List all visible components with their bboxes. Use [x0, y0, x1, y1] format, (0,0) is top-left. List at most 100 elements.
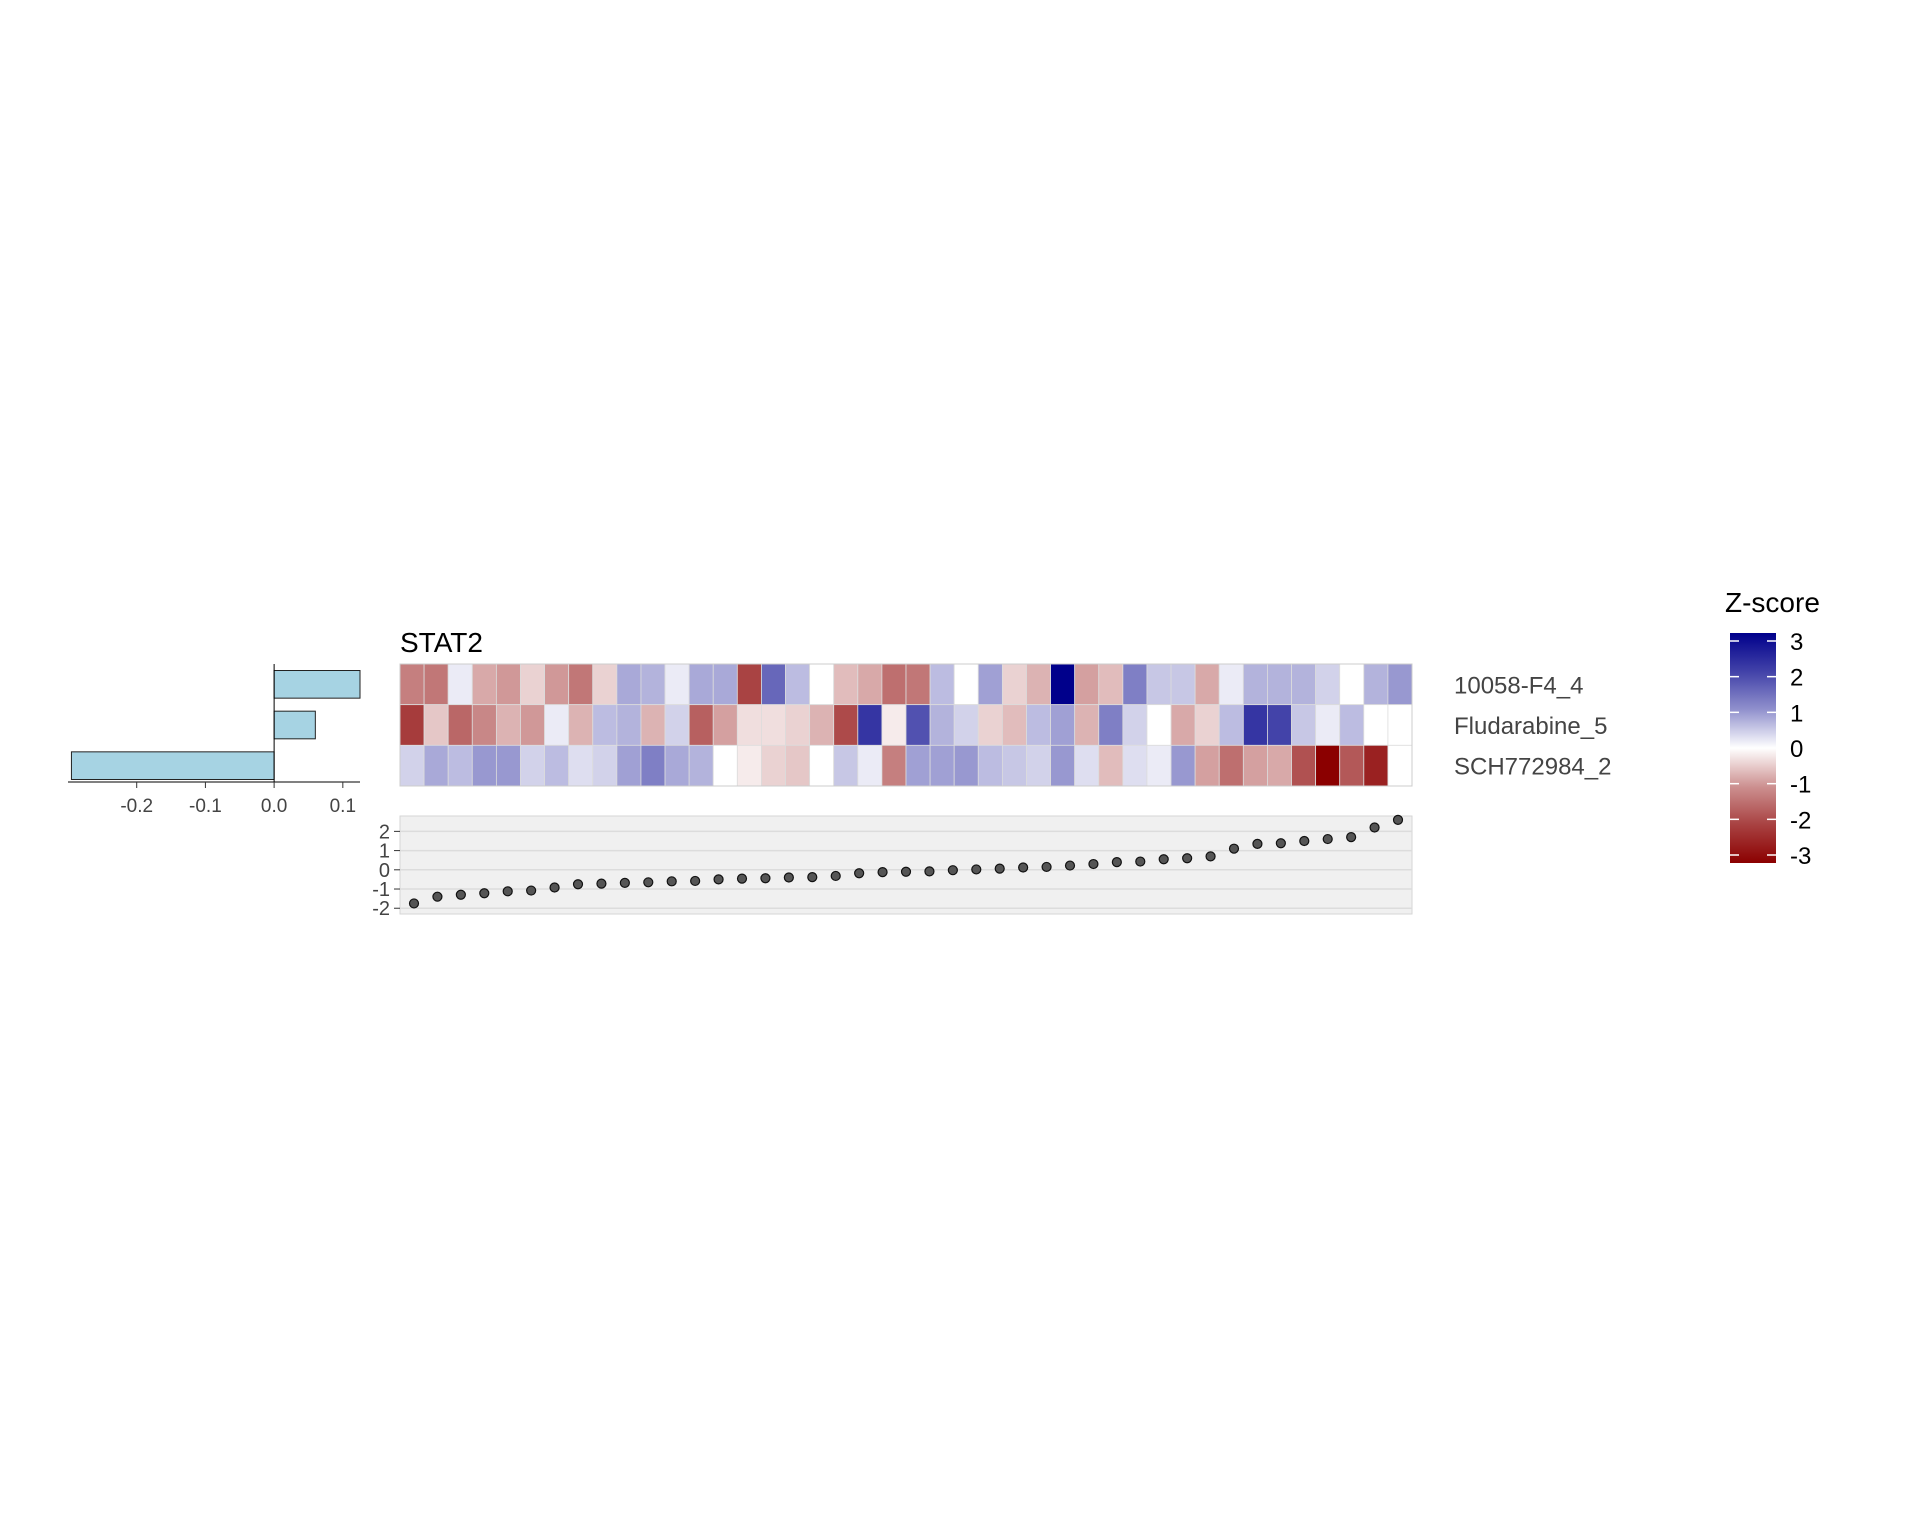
heatmap-cell	[447, 744, 473, 787]
heatmap-cell	[1122, 663, 1148, 706]
heatmap-title: STAT2	[400, 627, 483, 658]
heatmap-cell	[664, 744, 690, 787]
dot-point	[1205, 851, 1216, 862]
heatmap-cell	[399, 663, 425, 706]
heatmap-cell	[1387, 744, 1413, 787]
dot-point	[1275, 838, 1286, 849]
dot-point	[760, 873, 771, 884]
heatmap-border	[399, 663, 1413, 787]
heatmap-cell	[1339, 663, 1365, 706]
heatmap-cell	[688, 704, 714, 746]
heatmap-cell	[1315, 704, 1341, 746]
heatmap-cell	[664, 663, 690, 706]
heatmap-cell	[1267, 663, 1292, 706]
dot-point	[1369, 822, 1380, 833]
heatmap-cell	[1242, 663, 1268, 706]
dot-y-tick-label: -2	[372, 898, 390, 920]
heatmap-cell	[1194, 704, 1220, 746]
dot-point	[1111, 857, 1122, 868]
dot-point	[877, 867, 888, 878]
heatmap-cell	[1170, 744, 1196, 787]
heatmap-cell	[664, 704, 690, 746]
heatmap-cell	[1098, 663, 1124, 706]
heatmap-cell	[736, 704, 762, 746]
heatmap-cell	[1194, 663, 1220, 706]
heatmap-cell	[736, 663, 762, 706]
heatmap-cell	[1315, 744, 1341, 787]
heatmap-cell	[977, 704, 1003, 746]
heatmap-cell	[1122, 744, 1148, 787]
heatmap-cell	[712, 744, 738, 787]
dot-point	[854, 868, 865, 879]
legend-tick-label: 0	[1790, 736, 1803, 763]
dot-point	[572, 879, 584, 890]
heatmap-cell	[520, 704, 545, 746]
dot-point	[1299, 835, 1310, 847]
dot-point	[408, 898, 420, 909]
legend-tick-label: 2	[1790, 665, 1803, 692]
heatmap-cell	[785, 704, 811, 746]
heatmap-cell	[1001, 663, 1027, 706]
heatmap-cell	[1026, 704, 1051, 746]
heatmap-cell	[616, 663, 642, 706]
zscore-legend: Z-score 3 2 1 0 -1 -2 -3	[1725, 587, 1820, 870]
heatmap-cell	[1050, 663, 1076, 706]
heatmap-cell	[592, 704, 618, 746]
heatmap-cell	[1170, 704, 1196, 746]
dot-point	[549, 882, 560, 893]
heatmap-cell	[520, 744, 545, 787]
heatmap-cell	[1267, 704, 1292, 746]
heatmap-cell	[1218, 663, 1244, 706]
heatmap-cell	[1218, 704, 1244, 746]
heatmap-cell	[471, 744, 497, 787]
heatmap-cell	[568, 663, 594, 706]
heatmap-cell	[809, 663, 835, 706]
heatmap-cell	[712, 663, 738, 706]
heatmap-cell	[399, 704, 425, 746]
dot-point	[432, 891, 443, 902]
heatmap-cell	[447, 663, 473, 706]
heatmap-cell	[544, 704, 570, 746]
heatmap-cell	[640, 744, 666, 787]
heatmap-cell	[1074, 744, 1100, 787]
dot-plot: 210-1-2	[372, 814, 1413, 920]
dot-point	[947, 865, 958, 876]
heatmap-cell	[423, 704, 449, 746]
heatmap-cell	[592, 744, 618, 787]
heatmap-cell	[809, 744, 835, 787]
heatmap-cell	[1074, 663, 1100, 706]
heatmap-cell	[616, 744, 642, 787]
heatmap-cell	[1339, 744, 1365, 787]
heatmap-cell	[688, 663, 714, 706]
dot-point	[1392, 814, 1404, 825]
legend-tick-label: 3	[1790, 629, 1803, 656]
heatmap-cell	[833, 744, 859, 787]
bar-chart: -0.2 -0.1 0.0 0.1	[68, 664, 361, 817]
heatmap-cell	[447, 704, 473, 746]
heatmap-cell	[1267, 744, 1292, 787]
dot-point	[1228, 843, 1240, 854]
heatmap-cell	[1122, 704, 1148, 746]
dot-point	[1018, 862, 1029, 873]
dot-y-tick-label: -1	[372, 879, 390, 901]
heatmap-cell	[736, 744, 762, 787]
heatmap-cell	[881, 744, 907, 787]
heatmap-cell	[1146, 704, 1172, 746]
heatmap-cell	[761, 663, 786, 706]
heatmap-cell	[423, 744, 449, 787]
heatmap: STAT2 10058-F4_4 Fludarabine_5 SCH772984_2	[399, 627, 1611, 787]
dot-point	[1041, 861, 1052, 873]
heatmap-cell	[1242, 744, 1268, 787]
bar-x-tick-label: -0.1	[189, 796, 222, 817]
legend-tick-label: -2	[1790, 807, 1811, 834]
heatmap-cell	[688, 744, 714, 787]
heatmap-cell	[857, 704, 883, 746]
dot-point	[783, 872, 794, 883]
heatmap-cell	[1098, 744, 1124, 787]
heatmap-cell	[1001, 704, 1027, 746]
heatmap-cell	[905, 744, 931, 787]
dot-point	[666, 876, 677, 887]
dot-point	[502, 886, 513, 897]
heatmap-cell	[640, 704, 666, 746]
